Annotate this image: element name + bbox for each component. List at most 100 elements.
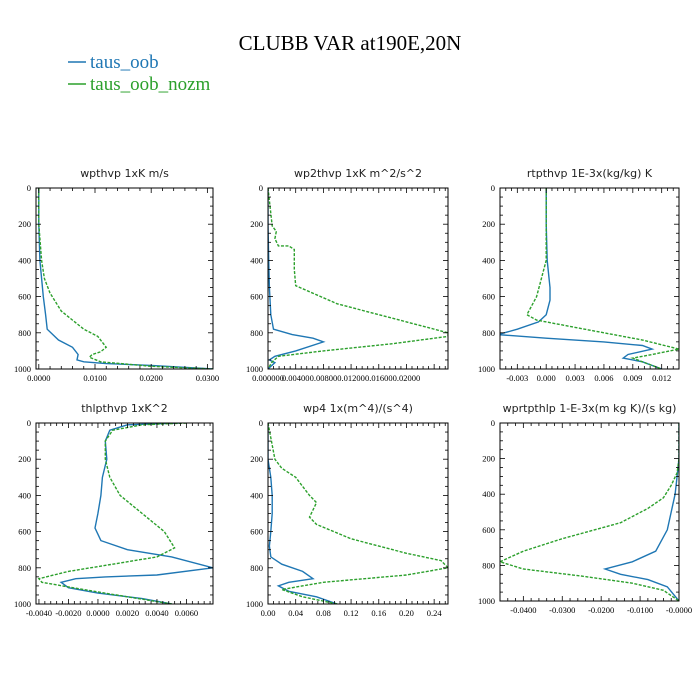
legend-label-taus-oob-nozm: taus_oob_nozm: [90, 74, 211, 95]
x-tick-label: 0.00800: [310, 373, 338, 383]
x-tick-label: 0.0020: [116, 608, 139, 618]
y-tick-label: 600: [250, 527, 263, 537]
y-tick-label: 800: [482, 328, 495, 338]
y-tick-label: 400: [18, 255, 31, 265]
x-tick-label: -0.0100: [627, 605, 653, 615]
y-tick-label: 800: [18, 563, 31, 573]
x-tick-label: 0.02000: [393, 373, 421, 383]
panel-6: wprtpthlp 1-E-3x(m kg K)/(s kg) 0 200 400 60…: [478, 402, 692, 615]
series-line-taus-oob: [38, 188, 213, 369]
y-tick-label: 1000: [14, 599, 31, 609]
panel-title: wpthvp 1xK m/s: [80, 167, 169, 180]
series-line-taus-oob-nozm: [268, 423, 448, 604]
y-tick-label: 1000: [246, 364, 263, 374]
x-tick-label: -0.0040: [26, 608, 52, 618]
y-tick-label: 1000: [478, 596, 495, 606]
y-tick-label: 1000: [246, 599, 263, 609]
panel-title: thlpthvp 1xK^2: [81, 402, 168, 415]
x-tick-label: 0.006: [594, 373, 613, 383]
x-tick-label: 0.009: [623, 373, 642, 383]
y-tick-label: 600: [482, 292, 495, 302]
x-tick-label: -0.0020: [55, 608, 81, 618]
x-tick-label: 0.16: [371, 608, 386, 618]
x-tick-label: 0.0200: [140, 373, 163, 383]
series-line-taus-oob-nozm: [500, 423, 679, 601]
y-tick-label: 0: [27, 183, 31, 193]
x-tick-label: 0.000000: [252, 373, 284, 383]
y-tick-label: 0: [259, 183, 263, 193]
legend-label-taus-oob: taus_oob: [90, 52, 159, 73]
panel-title: wp2thvp 1xK m^2/s^2: [294, 167, 422, 180]
series-line-taus-oob: [268, 188, 326, 369]
y-tick-label: 600: [18, 292, 31, 302]
x-tick-label: 0.0000: [27, 373, 50, 383]
series-line-taus-oob: [500, 188, 662, 369]
panel-4: thlpthvp 1xK^2 0 200 400 600 800 1000-0.0040 -0…: [14, 402, 214, 618]
series-line-taus-oob: [268, 423, 338, 604]
x-tick-label: 0.00: [261, 608, 276, 618]
y-tick-label: 600: [18, 527, 31, 537]
y-tick-label: 800: [482, 560, 495, 570]
x-tick-label: 0.0040: [145, 608, 168, 618]
panel-title: rtpthvp 1E-3x(kg/kg) K: [527, 167, 653, 180]
figure-title: CLUBB VAR at190E,20N: [239, 31, 462, 55]
y-tick-label: 400: [250, 490, 263, 500]
x-tick-label: 0.01600: [365, 373, 393, 383]
y-tick-label: 400: [18, 490, 31, 500]
x-tick-label: -0.0300: [549, 605, 575, 615]
x-tick-label: -0.0000: [666, 605, 692, 615]
plot-frame: [499, 422, 680, 602]
y-tick-label: 400: [250, 255, 263, 265]
x-tick-label: 0.0060: [175, 608, 198, 618]
y-tick-label: 0: [491, 418, 495, 428]
y-tick-label: 0: [259, 418, 263, 428]
y-tick-label: 1000: [478, 364, 495, 374]
series-line-taus-oob: [59, 423, 213, 604]
x-tick-label: 0.08: [316, 608, 331, 618]
x-tick-label: 0.04: [288, 608, 304, 618]
y-tick-label: 400: [482, 489, 495, 499]
x-tick-label: 0.0300: [196, 373, 219, 383]
panel-title: wp4 1x(m^4)/(s^4): [303, 402, 413, 415]
y-tick-label: 200: [250, 454, 263, 464]
x-tick-label: 0.12: [344, 608, 359, 618]
y-tick-label: 200: [18, 219, 31, 229]
y-tick-label: 1000: [14, 364, 31, 374]
y-tick-label: 800: [250, 328, 263, 338]
y-tick-label: 600: [482, 525, 495, 535]
panel-3: rtpthvp 1E-3x(kg/kg) K 0 200 400 600 800 1000 -…: [478, 167, 680, 383]
y-tick-label: 200: [18, 454, 31, 464]
y-tick-label: 800: [18, 328, 31, 338]
x-tick-label: 0.01200: [337, 373, 365, 383]
x-tick-label: 0.0000: [86, 608, 109, 618]
plot-frame: [267, 422, 449, 605]
series-line-taus-oob-nozm: [38, 188, 213, 369]
legend: taus_oob taus_oob_nozm: [68, 52, 211, 95]
x-tick-label: 0.0100: [83, 373, 106, 383]
panel-title: wprtpthlp 1-E-3x(m kg K)/(s kg): [503, 402, 677, 415]
series-line-taus-oob-nozm: [37, 423, 187, 604]
y-tick-label: 200: [482, 219, 495, 229]
x-tick-label: 0.20: [399, 608, 414, 618]
x-tick-label: 0.012: [652, 373, 671, 383]
y-tick-label: 0: [491, 183, 495, 193]
y-tick-label: 0: [27, 418, 31, 428]
x-tick-label: -0.0400: [510, 605, 536, 615]
y-tick-label: 600: [250, 292, 263, 302]
x-tick-label: 0.00400: [282, 373, 310, 383]
panel-2: wp2thvp 1xK m^2/s^2020040060080010000.00…: [246, 167, 449, 383]
series-line-taus-oob-nozm: [268, 188, 448, 369]
y-tick-label: 200: [250, 219, 263, 229]
y-tick-label: 400: [482, 255, 495, 265]
x-tick-label: 0.24: [427, 608, 443, 618]
x-tick-label: -0.0200: [588, 605, 614, 615]
y-tick-label: 800: [250, 563, 263, 573]
x-tick-label: -0.003: [506, 373, 528, 383]
x-tick-label: 0.003: [566, 373, 585, 383]
y-tick-label: 200: [482, 454, 495, 464]
series-line-taus-oob-nozm: [525, 188, 679, 369]
